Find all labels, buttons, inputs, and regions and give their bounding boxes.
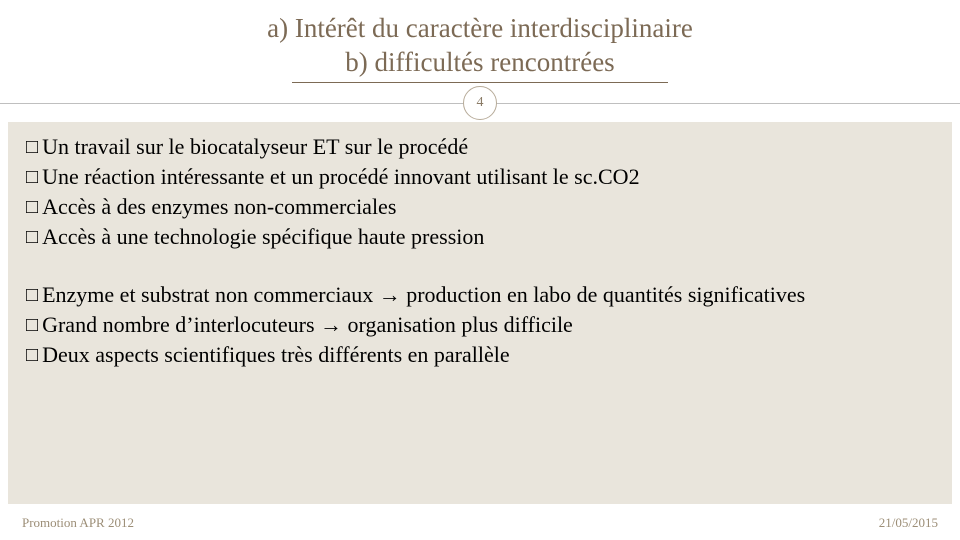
title-line-1: a) Intérêt du caractère interdisciplinai… — [0, 12, 960, 46]
square-bullet-icon: □ — [26, 310, 38, 340]
footer: Promotion APR 2012 21/05/2015 — [0, 506, 960, 540]
footer-right: 21/05/2015 — [879, 515, 938, 531]
square-bullet-icon: □ — [26, 192, 38, 222]
square-bullet-icon: □ — [26, 280, 38, 310]
list-item: □ Un travail sur le biocatalyseur ET sur… — [26, 132, 934, 162]
page-title: a) Intérêt du caractère interdisciplinai… — [0, 12, 960, 80]
header: a) Intérêt du caractère interdisciplinai… — [0, 0, 960, 123]
title-line-2: b) difficultés rencontrées — [0, 46, 960, 80]
bullet-text: Deux aspects scientifiques très différen… — [42, 340, 934, 370]
bullet-text: Un travail sur le biocatalyseur ET sur l… — [42, 132, 934, 162]
square-bullet-icon: □ — [26, 340, 38, 370]
square-bullet-icon: □ — [26, 132, 38, 162]
bullet-text: Enzyme et substrat non commerciaux → pro… — [42, 280, 934, 310]
square-bullet-icon: □ — [26, 162, 38, 192]
list-item: □ Accès à des enzymes non-commerciales — [26, 192, 934, 222]
list-item: □ Enzyme et substrat non commerciaux → p… — [26, 280, 934, 310]
list-item: □ Accès à une technologie spécifique hau… — [26, 222, 934, 252]
bullet-text: Grand nombre d’interlocuteurs → organisa… — [42, 310, 934, 340]
bullet-text: Accès à des enzymes non-commerciales — [42, 192, 934, 222]
list-item: □ Deux aspects scientifiques très différ… — [26, 340, 934, 370]
bullet-group-a: □ Un travail sur le biocatalyseur ET sur… — [26, 132, 934, 252]
page-number-badge: 4 — [463, 86, 497, 120]
bullet-text: Accès à une technologie spécifique haute… — [42, 222, 934, 252]
list-item: □ Une réaction intéressante et un procéd… — [26, 162, 934, 192]
bullet-group-b: □ Enzyme et substrat non commerciaux → p… — [26, 280, 934, 370]
content-panel: □ Un travail sur le biocatalyseur ET sur… — [8, 122, 952, 504]
list-item: □ Grand nombre d’interlocuteurs → organi… — [26, 310, 934, 340]
square-bullet-icon: □ — [26, 222, 38, 252]
bullet-text: Une réaction intéressante et un procédé … — [42, 162, 934, 192]
page-number: 4 — [477, 95, 484, 111]
divider: 4 — [0, 83, 960, 123]
footer-left: Promotion APR 2012 — [22, 515, 134, 531]
